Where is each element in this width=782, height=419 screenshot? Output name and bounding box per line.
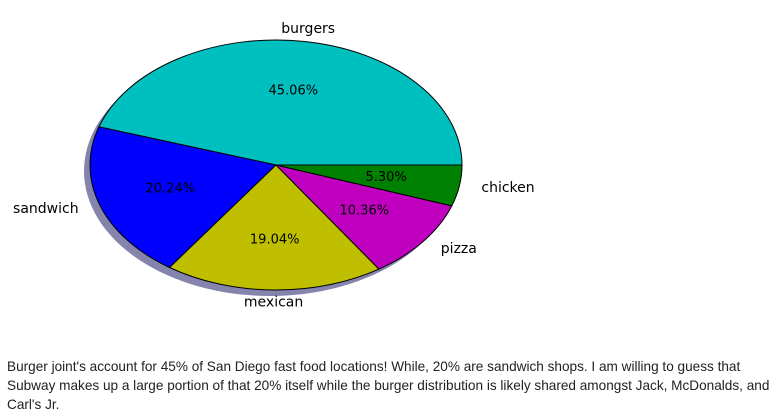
category-label-mexican: mexican (244, 295, 303, 311)
category-label-pizza: pizza (441, 241, 477, 257)
pie-labels: burgers 45.06% sandwich 20.24% mexican 19.04%… (13, 21, 535, 310)
percent-label-burgers: 45.06% (269, 83, 319, 98)
percent-label-chicken: 5.30% (365, 170, 406, 185)
percent-label-mexican: 19.04% (250, 233, 300, 248)
percent-label-sandwich: 20.24% (146, 182, 196, 197)
category-label-chicken: chicken (481, 180, 534, 196)
pie-slices (89, 39, 463, 291)
pie-slice-pizza (275, 164, 453, 270)
pie-slice-burgers (98, 39, 463, 166)
pie-slice-chicken (275, 164, 463, 207)
pie-slice-mexican (169, 164, 380, 291)
category-label-burgers: burgers (281, 21, 335, 37)
percent-label-pizza: 10.36% (340, 203, 390, 218)
pie-slice-sandwich (89, 126, 277, 268)
category-label-sandwich: sandwich (13, 201, 79, 217)
chart-caption: Burger joint's account for 45% of San Di… (7, 359, 770, 412)
pie-chart: burgers 45.06% sandwich 20.24% mexican 19.04%… (13, 21, 535, 310)
